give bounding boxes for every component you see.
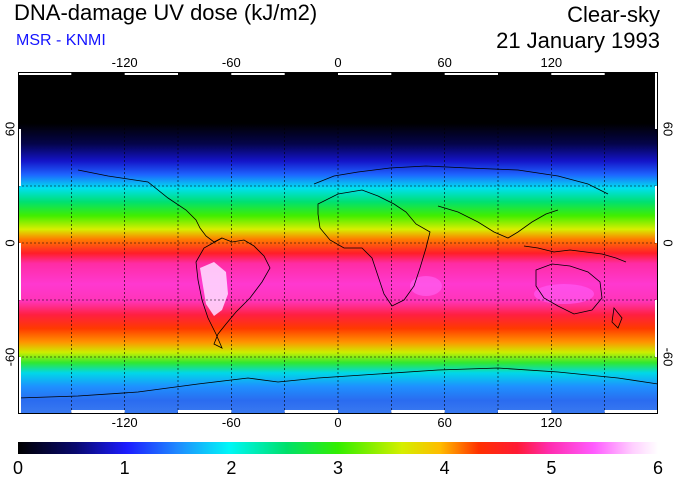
australia-high-uv [534, 284, 594, 304]
coastlines [18, 165, 658, 399]
colorbar-tick-label: 5 [546, 458, 557, 478]
colorbar-tick-label: 0 [12, 458, 24, 478]
right-tick-label: 60 [660, 121, 676, 137]
colorbar-tick-label: 4 [439, 458, 450, 478]
top-tick-label: -60 [221, 55, 241, 70]
map-title: DNA-damage UV dose (kJ/m2) [14, 0, 318, 25]
bottom-tick-label: 120 [540, 415, 563, 430]
south-america-high-uv [200, 262, 228, 316]
bottom-tick-label: -60 [221, 415, 241, 430]
right-tick-label: -60 [660, 347, 676, 367]
south-africa-high-uv [410, 276, 442, 296]
date-label: 21 January 1993 [496, 28, 660, 53]
top-tick-label: 120 [540, 55, 563, 70]
top-tick-label: 60 [437, 55, 452, 70]
graticule [18, 72, 658, 414]
uv-dose-map [18, 72, 658, 414]
left-tick-label: 60 [2, 121, 18, 137]
colorbar-tick-label: 1 [119, 458, 130, 478]
data-source-label: MSR - KNMI [16, 32, 106, 49]
right-tick-label: 0 [660, 239, 676, 247]
top-tick-label: -120 [111, 55, 138, 70]
bottom-tick-label: 0 [334, 415, 342, 430]
colorbar-tick-label: 6 [652, 458, 664, 478]
left-tick-label: -60 [2, 347, 18, 367]
colorbar [18, 442, 658, 454]
left-tick-label: 0 [2, 239, 18, 247]
bottom-tick-label: -120 [111, 415, 138, 430]
sky-condition-label: Clear-sky [567, 2, 660, 27]
top-tick-label: 0 [334, 55, 342, 70]
bottom-tick-label: 60 [437, 415, 452, 430]
colorbar-tick-label: 2 [226, 458, 237, 478]
colorbar-tick-label: 3 [332, 458, 344, 478]
